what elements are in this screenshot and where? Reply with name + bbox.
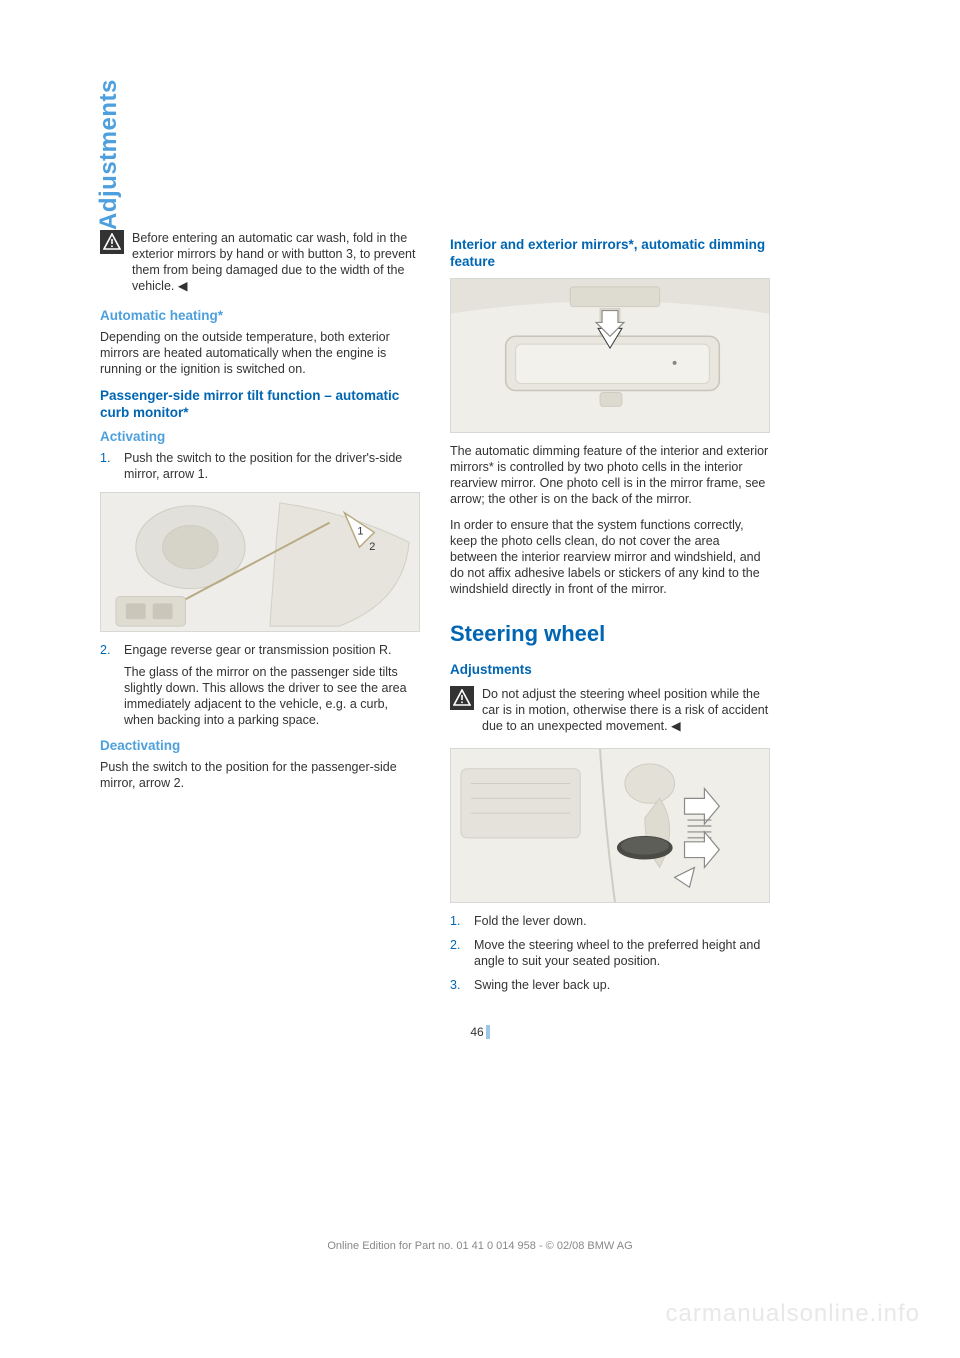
page-content: Before entering an automatic car wash, f… [100,230,860,1041]
heading-tilt-function: Passenger-side mirror tilt function – au… [100,387,420,421]
right-column: Interior and exterior mirrors*, automati… [450,230,770,1003]
footer-text: Online Edition for Part no. 01 41 0 014 … [100,1240,860,1252]
figure-mirror-switch: 1 2 [100,492,420,632]
para-dim1: The automatic dimming feature of the int… [450,443,770,507]
list-number: 1. [100,450,110,466]
list-subtext: The glass of the mirror on the passenger… [124,664,420,728]
list-text: Fold the lever down. [474,914,587,928]
list-item: 3. Swing the lever back up. [450,977,770,993]
list-text: Engage reverse gear or transmission posi… [124,643,392,657]
left-column: Before entering an automatic car wash, f… [100,230,420,1003]
activating-list-part2: 2. Engage reverse gear or transmission p… [100,642,420,728]
svg-text:2: 2 [369,541,375,553]
para-deactivating: Push the switch to the position for the … [100,759,420,791]
list-item: 2. Engage reverse gear or transmission p… [100,642,420,728]
para-auto-heating: Depending on the outside temperature, bo… [100,329,420,377]
warning-icon [450,686,474,710]
steering-list: 1. Fold the lever down. 2. Move the stee… [450,913,770,993]
warning-text: Before entering an automatic car wash, f… [132,230,420,294]
warning-icon [100,230,124,254]
warning-text: Do not adjust the steering wheel positio… [482,686,770,734]
heading-deactivating: Deactivating [100,738,420,753]
heading-steering-wheel: Steering wheel [450,621,770,647]
page-number: 46 [470,1025,483,1039]
heading-activating: Activating [100,429,420,444]
list-text: Swing the lever back up. [474,978,610,992]
page-number-bar [486,1025,490,1039]
list-number: 1. [450,913,460,929]
list-item: 1. Fold the lever down. [450,913,770,929]
figure-rearview-mirror [450,278,770,433]
activating-list-part1: 1. Push the switch to the position for t… [100,450,420,482]
watermark: carmanualsonline.info [666,1300,920,1328]
heading-auto-heating: Automatic heating* [100,308,420,323]
side-section-label: Adjustments [95,79,123,230]
list-item: 1. Push the switch to the position for t… [100,450,420,482]
svg-text:1: 1 [357,525,363,537]
list-text: Move the steering wheel to the preferred… [474,938,760,968]
list-number: 2. [450,937,460,953]
list-text: Push the switch to the position for the … [124,451,402,481]
two-column-layout: Before entering an automatic car wash, f… [100,230,860,1003]
heading-dimming: Interior and exterior mirrors*, automati… [450,236,770,270]
warning-steering: Do not adjust the steering wheel positio… [450,686,770,734]
warning-car-wash: Before entering an automatic car wash, f… [100,230,420,294]
figure-steering-lever [450,748,770,903]
list-number: 3. [450,977,460,993]
heading-adjustments: Adjustments [450,661,770,678]
para-dim2: In order to ensure that the system funct… [450,517,770,597]
list-item: 2. Move the steering wheel to the prefer… [450,937,770,969]
list-number: 2. [100,642,110,658]
